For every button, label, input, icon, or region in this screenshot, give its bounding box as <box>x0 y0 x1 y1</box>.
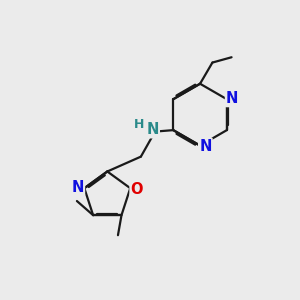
Text: H: H <box>134 118 145 131</box>
Text: N: N <box>146 122 159 137</box>
Text: O: O <box>130 182 143 197</box>
Text: N: N <box>199 139 212 154</box>
Text: N: N <box>72 179 84 194</box>
Text: N: N <box>226 91 238 106</box>
